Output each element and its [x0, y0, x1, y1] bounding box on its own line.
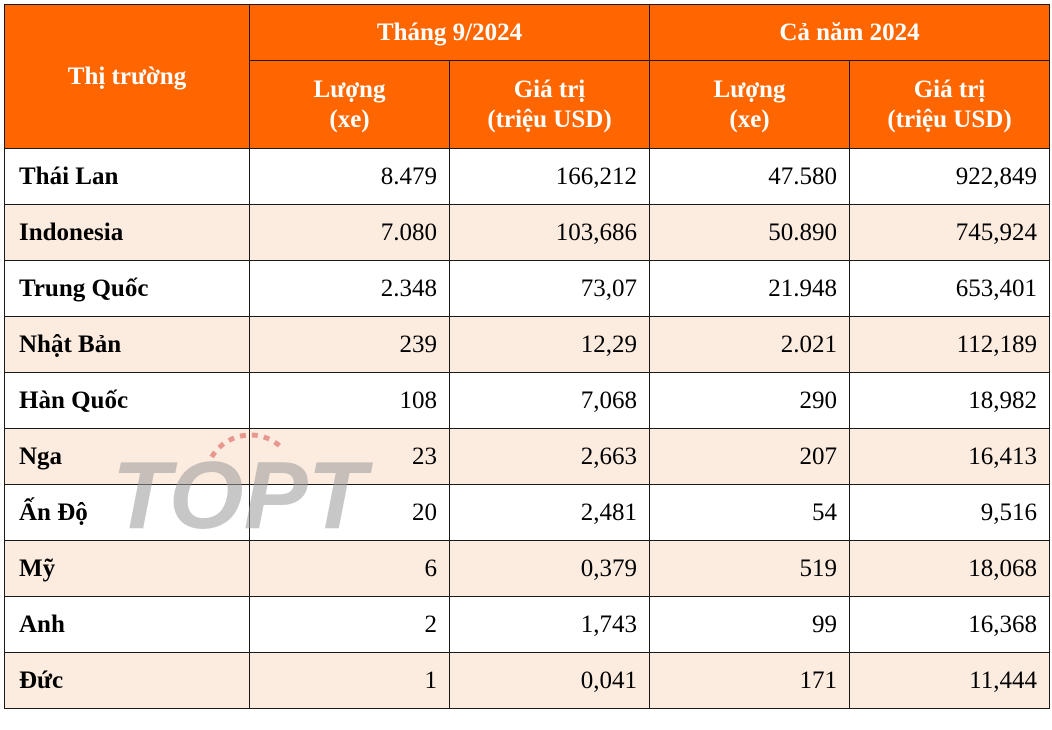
cell-year-qty: 290: [649, 372, 850, 429]
cell-month-value: 12,29: [449, 316, 650, 373]
cell-market: Thái Lan: [4, 148, 250, 205]
header-value-line2: (triệu USD): [487, 105, 612, 133]
cell-month-value: 2,663: [449, 428, 650, 485]
header-month-value: Giá trị (triệu USD): [449, 60, 650, 149]
header-year-qty: Lượng (xe): [649, 60, 850, 149]
cell-year-qty: 54: [649, 484, 850, 541]
header-group-month: Tháng 9/2024: [249, 4, 650, 61]
cell-month-qty: 6: [249, 540, 450, 597]
cell-year-value: 18,068: [849, 540, 1050, 597]
cell-month-value: 7,068: [449, 372, 650, 429]
cell-market: Đức: [4, 652, 250, 709]
cell-month-qty: 7.080: [249, 204, 450, 261]
cell-month-value: 0,379: [449, 540, 650, 597]
cell-year-qty: 47.580: [649, 148, 850, 205]
header-year-value: Giá trị (triệu USD): [849, 60, 1050, 149]
cell-month-qty: 2: [249, 596, 450, 653]
cell-year-value: 112,189: [849, 316, 1050, 373]
header-market: Thị trường: [4, 4, 250, 149]
cell-month-value: 103,686: [449, 204, 650, 261]
cell-year-qty: 519: [649, 540, 850, 597]
cell-year-value: 653,401: [849, 260, 1050, 317]
cell-year-value: 18,982: [849, 372, 1050, 429]
cell-month-qty: 1: [249, 652, 450, 709]
cell-market: Indonesia: [4, 204, 250, 261]
cell-month-value: 166,212: [449, 148, 650, 205]
header-value-line1: Giá trị: [913, 75, 986, 103]
cell-year-value: 16,368: [849, 596, 1050, 653]
cell-market: Nga: [4, 428, 250, 485]
header-value-line2: (triệu USD): [887, 105, 1012, 133]
cell-year-qty: 99: [649, 596, 850, 653]
table-row: Hàn Quốc 108 7,068 290 18,982: [4, 372, 1050, 429]
header-month-qty: Lượng (xe): [249, 60, 450, 149]
cell-market: Mỹ: [4, 540, 250, 597]
cell-year-value: 745,924: [849, 204, 1050, 261]
cell-market: Anh: [4, 596, 250, 653]
cell-year-value: 922,849: [849, 148, 1050, 205]
cell-month-qty: 2.348: [249, 260, 450, 317]
cell-market: Ấn Độ: [4, 484, 250, 541]
cell-year-value: 9,516: [849, 484, 1050, 541]
table-row: Indonesia 7.080 103,686 50.890 745,924: [4, 204, 1050, 261]
cell-month-qty: 8.479: [249, 148, 450, 205]
header-qty-line2: (xe): [329, 105, 370, 133]
header-qty-line2: (xe): [729, 105, 770, 133]
cell-month-value: 1,743: [449, 596, 650, 653]
cell-month-value: 73,07: [449, 260, 650, 317]
cell-year-qty: 2.021: [649, 316, 850, 373]
cell-market: Hàn Quốc: [4, 372, 250, 429]
cell-year-value: 16,413: [849, 428, 1050, 485]
table-row: Anh 2 1,743 99 16,368: [4, 596, 1050, 653]
cell-month-value: 2,481: [449, 484, 650, 541]
header-row-groups: Thị trường Tháng 9/2024 Cả năm 2024: [4, 4, 1050, 149]
cell-market: Nhật Bản: [4, 316, 250, 373]
cell-year-value: 11,444: [849, 652, 1050, 709]
cell-year-qty: 207: [649, 428, 850, 485]
table-row: Thái Lan 8.479 166,212 47.580 922,849: [4, 148, 1050, 205]
cell-month-qty: 108: [249, 372, 450, 429]
cell-year-qty: 171: [649, 652, 850, 709]
header-row-columns: Lượng (xe) Giá trị (triệu USD) Lượng (xe…: [5, 60, 1050, 149]
trade-table: Thị trường Tháng 9/2024 Cả năm 2024 Lượn…: [4, 4, 1050, 709]
header-qty-line1: Lượng: [713, 75, 786, 103]
table-row: Nhật Bản 239 12,29 2.021 112,189: [4, 316, 1050, 373]
cell-month-qty: 23: [249, 428, 450, 485]
table-row: Mỹ 6 0,379 519 18,068: [4, 540, 1050, 597]
header-value-line1: Giá trị: [513, 75, 586, 103]
cell-market: Trung Quốc: [4, 260, 250, 317]
cell-month-value: 0,041: [449, 652, 650, 709]
cell-month-qty: 239: [249, 316, 450, 373]
cell-year-qty: 21.948: [649, 260, 850, 317]
cell-month-qty: 20: [249, 484, 450, 541]
cell-year-qty: 50.890: [649, 204, 850, 261]
header-qty-line1: Lượng: [313, 75, 386, 103]
table-row: Ấn Độ 20 2,481 54 9,516: [4, 484, 1050, 541]
header-group-year: Cả năm 2024: [649, 4, 1050, 61]
table-row: Đức 1 0,041 171 11,444: [4, 652, 1050, 709]
table-row: Nga 23 2,663 207 16,413: [4, 428, 1050, 485]
table-container: Thị trường Tháng 9/2024 Cả năm 2024 Lượn…: [4, 4, 1050, 709]
table-row: Trung Quốc 2.348 73,07 21.948 653,401: [4, 260, 1050, 317]
